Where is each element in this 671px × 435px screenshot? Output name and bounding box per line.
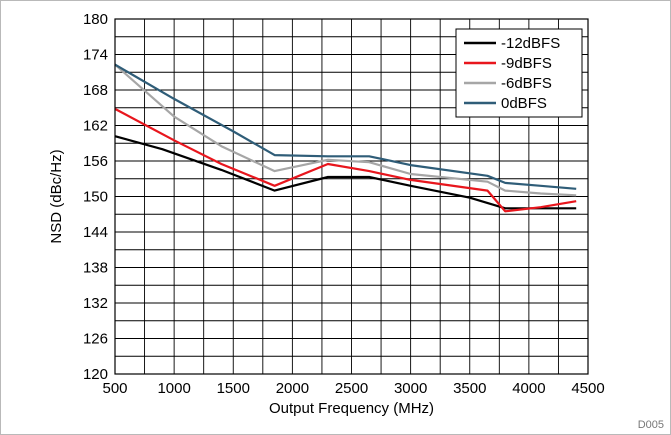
x-tick-label: 2000 (276, 380, 309, 397)
tick-labels: 500 1000 1500 2000 2500 3000 3500 4000 4500 120 12… (83, 11, 605, 397)
y-tick-label: 168 (83, 82, 108, 99)
series-line-0dBFS (114, 63, 577, 190)
legend-label: -6dBFS (501, 75, 552, 92)
x-tick-label: 4000 (512, 380, 545, 397)
y-tick-label: 174 (83, 47, 108, 64)
y-tick-label: 126 (83, 331, 108, 348)
y-tick-label: 180 (83, 11, 108, 28)
legend-label: -12dBFS (501, 35, 560, 52)
x-tick-label: 1000 (157, 380, 190, 397)
series-line--9dBFS (114, 107, 577, 213)
legend-label: -9dBFS (501, 55, 552, 72)
y-tick-label: 132 (83, 295, 108, 312)
x-tick-label: 4500 (571, 380, 604, 397)
x-tick-label: 2500 (335, 380, 368, 397)
y-tick-label: 120 (83, 366, 108, 383)
y-tick-label: 138 (83, 260, 108, 277)
x-tick-label: 3500 (453, 380, 486, 397)
x-tick-label: 1500 (217, 380, 250, 397)
axes (114, 18, 589, 375)
y-axis-label: NSD (dBc/Hz) (48, 149, 65, 243)
series-line--12dBFS (114, 135, 577, 210)
figure-id: D005 (638, 419, 664, 431)
y-tick-label: 144 (83, 224, 108, 241)
x-axis-label: Output Frequency (MHz) (269, 400, 434, 417)
legend: -12dBFS -9dBFS -6dBFS 0dBFS (455, 28, 583, 118)
x-tick-label: 3000 (394, 380, 427, 397)
x-tick-label: 500 (102, 380, 127, 397)
series-line--6dBFS (114, 63, 577, 197)
legend-label: 0dBFS (501, 95, 547, 112)
series-lines (114, 63, 577, 213)
y-tick-label: 150 (83, 189, 108, 206)
plot-area-border (114, 18, 589, 375)
y-tick-label: 162 (83, 118, 108, 135)
y-tick-label: 156 (83, 153, 108, 170)
